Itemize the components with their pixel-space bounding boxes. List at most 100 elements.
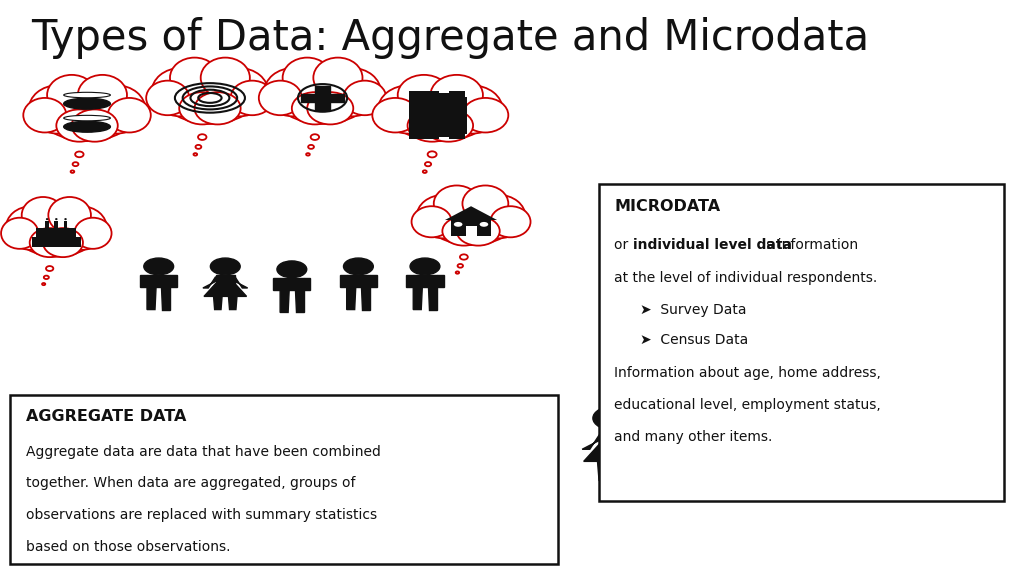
Ellipse shape — [108, 98, 151, 132]
Ellipse shape — [434, 185, 479, 222]
Ellipse shape — [55, 218, 57, 220]
Ellipse shape — [30, 228, 70, 257]
Polygon shape — [926, 448, 938, 480]
Ellipse shape — [75, 218, 112, 249]
FancyBboxPatch shape — [599, 184, 1004, 501]
Text: individual level data: individual level data — [633, 238, 792, 252]
Ellipse shape — [63, 98, 111, 109]
Ellipse shape — [593, 406, 636, 430]
Polygon shape — [618, 461, 631, 480]
Ellipse shape — [457, 217, 500, 245]
Polygon shape — [829, 443, 891, 461]
Ellipse shape — [196, 145, 202, 149]
Ellipse shape — [63, 115, 111, 121]
Polygon shape — [361, 287, 370, 309]
Ellipse shape — [44, 276, 49, 279]
Ellipse shape — [56, 206, 106, 250]
Text: Types of Data: Aggregate and Microdata: Types of Data: Aggregate and Microdata — [31, 17, 868, 59]
Polygon shape — [162, 287, 170, 309]
Ellipse shape — [42, 283, 45, 285]
Ellipse shape — [210, 68, 268, 116]
Polygon shape — [204, 283, 247, 297]
Ellipse shape — [6, 206, 56, 250]
Polygon shape — [281, 278, 303, 290]
Polygon shape — [63, 221, 68, 228]
Polygon shape — [436, 275, 443, 287]
Ellipse shape — [423, 170, 427, 173]
Polygon shape — [844, 461, 856, 480]
Polygon shape — [203, 276, 216, 288]
Ellipse shape — [378, 85, 440, 134]
Ellipse shape — [47, 75, 96, 115]
Polygon shape — [466, 226, 476, 236]
Polygon shape — [170, 275, 177, 287]
Polygon shape — [584, 443, 645, 461]
Polygon shape — [628, 433, 647, 449]
Ellipse shape — [46, 266, 53, 271]
Polygon shape — [45, 221, 49, 228]
Polygon shape — [846, 431, 873, 443]
Polygon shape — [449, 91, 465, 139]
Ellipse shape — [29, 85, 87, 134]
Polygon shape — [428, 287, 436, 309]
Polygon shape — [295, 290, 303, 312]
Polygon shape — [422, 91, 438, 139]
Ellipse shape — [73, 162, 79, 166]
Text: AGGREGATE DATA: AGGREGATE DATA — [26, 409, 186, 424]
Ellipse shape — [425, 162, 431, 166]
Polygon shape — [864, 461, 877, 480]
Ellipse shape — [264, 68, 323, 116]
Ellipse shape — [343, 258, 374, 275]
Ellipse shape — [777, 406, 820, 430]
Text: Aggregate Data: Aggregate Data — [763, 348, 949, 373]
Ellipse shape — [72, 109, 118, 142]
Ellipse shape — [1, 218, 38, 249]
Ellipse shape — [427, 194, 515, 245]
Polygon shape — [228, 297, 237, 309]
Ellipse shape — [373, 98, 418, 132]
Ellipse shape — [839, 406, 882, 430]
Polygon shape — [659, 448, 672, 480]
Ellipse shape — [162, 66, 258, 124]
Ellipse shape — [87, 85, 145, 134]
Ellipse shape — [198, 134, 207, 140]
Polygon shape — [895, 431, 905, 448]
Ellipse shape — [210, 258, 241, 275]
Ellipse shape — [417, 195, 471, 238]
Polygon shape — [741, 461, 754, 480]
Polygon shape — [37, 228, 76, 237]
Polygon shape — [598, 461, 610, 480]
Polygon shape — [340, 275, 347, 287]
Polygon shape — [32, 237, 81, 247]
Polygon shape — [721, 461, 733, 480]
Polygon shape — [680, 448, 692, 480]
Polygon shape — [782, 431, 815, 448]
Ellipse shape — [471, 195, 525, 238]
Ellipse shape — [71, 170, 75, 173]
Polygon shape — [147, 287, 156, 309]
Polygon shape — [459, 97, 467, 134]
Ellipse shape — [900, 406, 943, 430]
Text: educational level, employment status,: educational level, employment status, — [614, 398, 881, 412]
Ellipse shape — [276, 261, 307, 278]
Text: or: or — [614, 238, 633, 252]
Ellipse shape — [442, 217, 485, 245]
Polygon shape — [370, 275, 377, 287]
Ellipse shape — [460, 255, 468, 260]
Ellipse shape — [313, 58, 362, 98]
Ellipse shape — [397, 75, 451, 115]
Ellipse shape — [490, 206, 530, 237]
Ellipse shape — [716, 406, 759, 430]
Ellipse shape — [22, 197, 65, 233]
Ellipse shape — [410, 258, 440, 275]
Ellipse shape — [307, 92, 353, 124]
Text: at the level of individual respondents.: at the level of individual respondents. — [614, 271, 878, 285]
Polygon shape — [140, 275, 147, 287]
Polygon shape — [407, 275, 414, 287]
Ellipse shape — [194, 153, 198, 156]
Ellipse shape — [428, 151, 436, 157]
Ellipse shape — [424, 109, 473, 142]
Ellipse shape — [63, 92, 111, 98]
Ellipse shape — [179, 92, 225, 124]
Polygon shape — [905, 431, 938, 448]
